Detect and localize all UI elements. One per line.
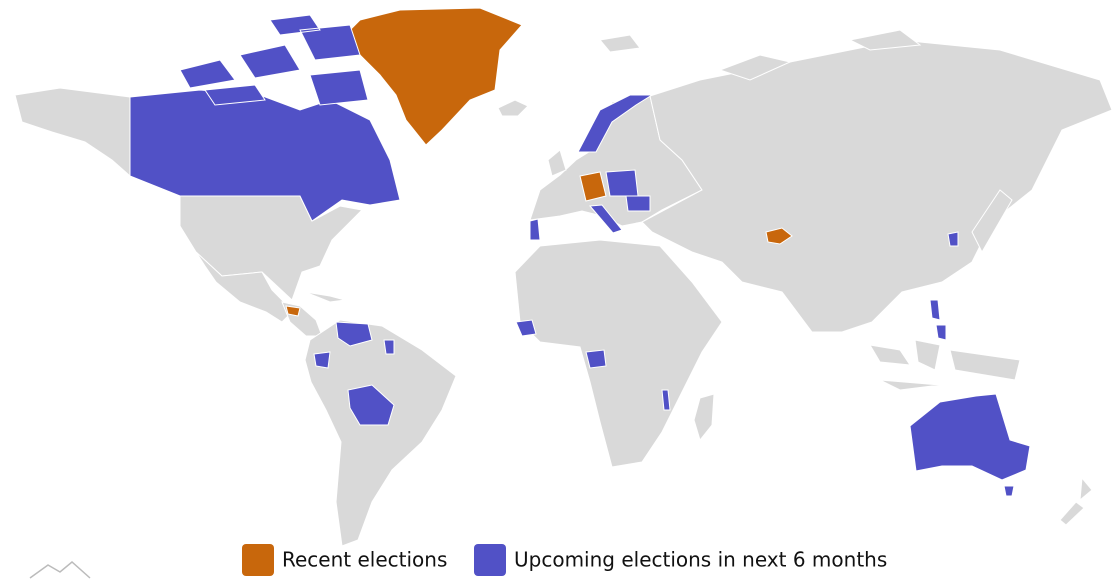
norway (577, 94, 654, 153)
legend-swatch (474, 544, 506, 576)
iceland (497, 99, 529, 117)
suriname (383, 339, 395, 355)
recent-regions (285, 7, 793, 317)
usa (179, 195, 364, 301)
tajikistan (765, 227, 793, 245)
legend-label: Recent elections (282, 548, 447, 572)
romania (625, 195, 651, 212)
mexico (195, 251, 293, 323)
portugal (529, 218, 541, 241)
canada-islands (179, 14, 369, 106)
upcoming-regions (129, 14, 1031, 497)
poland (605, 169, 639, 197)
south-korea (947, 231, 959, 247)
legend-swatch (242, 544, 274, 576)
honduras (285, 305, 301, 317)
tasmania (1003, 485, 1015, 497)
caribbean (304, 291, 346, 303)
indonesia (869, 339, 1021, 391)
germany (579, 171, 607, 202)
gabon (585, 349, 607, 369)
greenland (339, 7, 523, 146)
new-zealand (1059, 476, 1093, 526)
venezuela (335, 321, 373, 347)
ecuador (313, 351, 331, 369)
arctic-islands (599, 29, 922, 81)
logo (29, 561, 91, 579)
south-america (304, 319, 457, 547)
japan (971, 189, 1013, 254)
philippines (929, 299, 947, 341)
west-africa (515, 319, 537, 337)
asia (641, 39, 1113, 333)
uk (547, 149, 567, 177)
madagascar (693, 393, 715, 442)
alaska (14, 87, 131, 178)
bolivia (347, 384, 395, 426)
italy (588, 204, 623, 234)
legend-label: Upcoming elections in next 6 months (514, 548, 887, 572)
malawi (661, 389, 671, 411)
base-land (14, 29, 1113, 547)
africa (514, 239, 723, 468)
legend: Recent elections Upcoming elections in n… (242, 544, 887, 576)
canada (129, 89, 401, 222)
australia (909, 393, 1031, 481)
